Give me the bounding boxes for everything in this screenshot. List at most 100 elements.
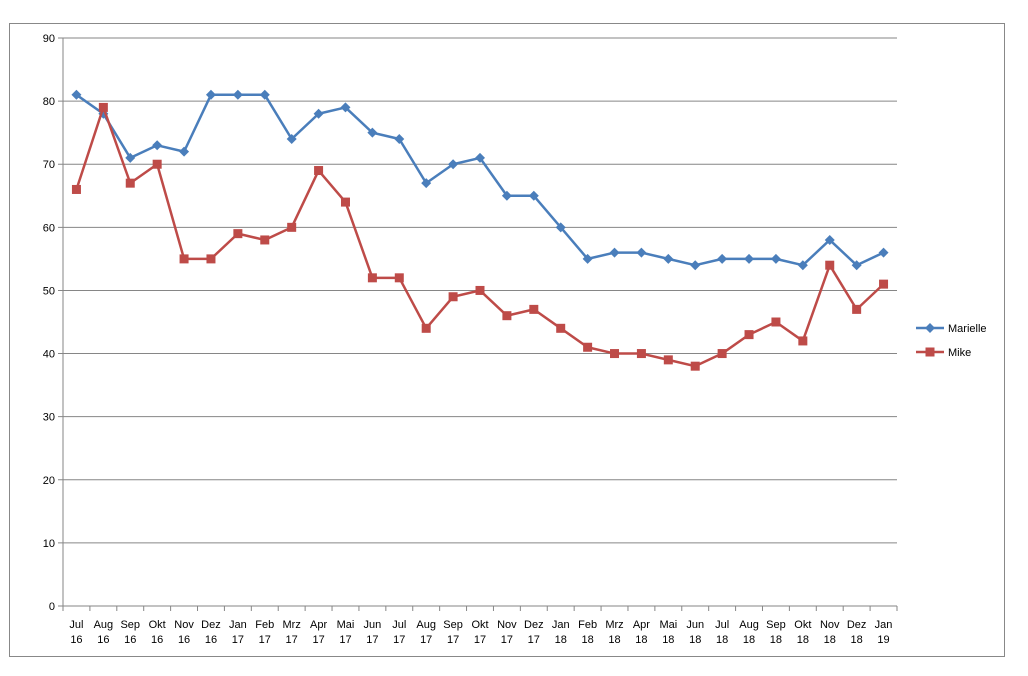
data-point xyxy=(475,152,485,163)
data-point xyxy=(125,178,135,188)
data-point xyxy=(771,317,781,327)
legend-label: Mike xyxy=(948,347,971,359)
data-point xyxy=(179,146,190,157)
data-point xyxy=(260,235,270,245)
data-point xyxy=(879,279,889,289)
data-point xyxy=(851,260,862,271)
data-point xyxy=(394,133,405,144)
data-point xyxy=(717,253,728,264)
series-line xyxy=(75,106,885,368)
x-tick-label-year: 17 xyxy=(232,634,244,646)
data-point xyxy=(555,222,566,233)
x-tick-label-year: 18 xyxy=(635,634,647,646)
legend-label: Marielle xyxy=(948,323,987,335)
data-point xyxy=(690,361,700,371)
x-tick-label-year: 17 xyxy=(501,634,513,646)
x-tick-label-month: Aug xyxy=(94,619,114,631)
data-point xyxy=(582,253,593,264)
x-tick-label-month: Mrz xyxy=(283,619,301,631)
x-tick-label-month: Nov xyxy=(497,619,517,631)
series-marielle xyxy=(71,89,889,271)
x-tick-label-month: Jan xyxy=(875,619,893,631)
data-point xyxy=(583,342,593,352)
x-tick-label-month: Nov xyxy=(174,619,194,631)
data-point xyxy=(825,260,835,270)
x-tick-label-year: 17 xyxy=(528,634,540,646)
x-tick-label-year: 18 xyxy=(662,634,674,646)
x-tick-label-month: Sep xyxy=(120,619,140,631)
x-tick-label-month: Aug xyxy=(416,619,436,631)
data-point xyxy=(798,336,808,346)
data-point xyxy=(744,330,754,340)
data-point xyxy=(636,247,647,258)
x-tick-label-month: Dez xyxy=(201,619,221,631)
data-point xyxy=(394,273,404,283)
x-tick-label-year: 17 xyxy=(366,634,378,646)
y-tick-label: 40 xyxy=(43,349,55,361)
data-point xyxy=(367,127,378,138)
data-point xyxy=(152,140,163,151)
data-point xyxy=(421,178,432,189)
data-point xyxy=(529,304,539,314)
x-tick-label-year: 17 xyxy=(312,634,324,646)
x-tick-label-month: Apr xyxy=(310,619,327,631)
x-tick-label-year: 18 xyxy=(581,634,593,646)
data-point xyxy=(71,184,81,194)
x-tick-label-month: Feb xyxy=(255,619,274,631)
data-point xyxy=(636,349,646,359)
x-tick-label-year: 18 xyxy=(689,634,701,646)
x-tick-label-year: 17 xyxy=(286,634,298,646)
data-point xyxy=(313,108,324,119)
data-point xyxy=(852,304,862,314)
data-point xyxy=(152,159,162,169)
data-point xyxy=(690,260,701,271)
legend-marker xyxy=(925,323,935,333)
y-tick-label: 10 xyxy=(43,538,55,550)
x-tick-label-month: Mrz xyxy=(605,619,623,631)
x-tick-label-month: Jul xyxy=(392,619,406,631)
data-point xyxy=(98,102,108,112)
x-tick-label-month: Jan xyxy=(552,619,570,631)
data-point xyxy=(314,166,324,176)
data-point xyxy=(770,253,781,264)
data-point xyxy=(502,311,512,321)
data-point xyxy=(609,247,620,258)
x-tick-label-year: 17 xyxy=(447,634,459,646)
legend: Marielle Mike xyxy=(916,323,987,359)
x-tick-label-year: 18 xyxy=(555,634,567,646)
x-tick-label-year: 16 xyxy=(70,634,82,646)
data-point xyxy=(340,102,351,113)
data-point xyxy=(206,254,216,264)
data-point xyxy=(287,222,297,232)
x-tick-label-year: 18 xyxy=(851,634,863,646)
data-point xyxy=(663,253,674,264)
data-point xyxy=(610,349,620,359)
x-tick-label-year: 17 xyxy=(474,634,486,646)
data-point xyxy=(797,260,808,271)
series-mike xyxy=(71,102,889,371)
x-tick-label-year: 17 xyxy=(259,634,271,646)
data-point xyxy=(232,89,243,100)
y-tick-label: 70 xyxy=(43,159,55,171)
x-tick-label-month: Mai xyxy=(659,619,677,631)
x-tick-label-month: Nov xyxy=(820,619,840,631)
series-line xyxy=(75,93,885,267)
data-point xyxy=(744,253,755,264)
x-tick-label-month: Sep xyxy=(443,619,463,631)
data-point xyxy=(233,229,243,239)
y-tick-label: 80 xyxy=(43,96,55,108)
data-point xyxy=(448,292,458,302)
data-point xyxy=(286,133,297,144)
data-point xyxy=(205,89,216,100)
data-point xyxy=(556,323,566,333)
data-point xyxy=(71,89,82,100)
data-point xyxy=(717,349,727,359)
data-point xyxy=(421,323,431,333)
x-tick-label-year: 18 xyxy=(824,634,836,646)
legend-item-marielle: Marielle xyxy=(916,323,987,335)
y-tick-label: 20 xyxy=(43,475,55,487)
x-tick-label-year: 18 xyxy=(797,634,809,646)
x-axis-tick-labels: Jul 16 Aug 16 Sep 16 Okt 16 Nov 16 Dez 16 Jan 17 Feb 17… xyxy=(69,619,892,646)
x-tick-label-year: 19 xyxy=(877,634,889,646)
